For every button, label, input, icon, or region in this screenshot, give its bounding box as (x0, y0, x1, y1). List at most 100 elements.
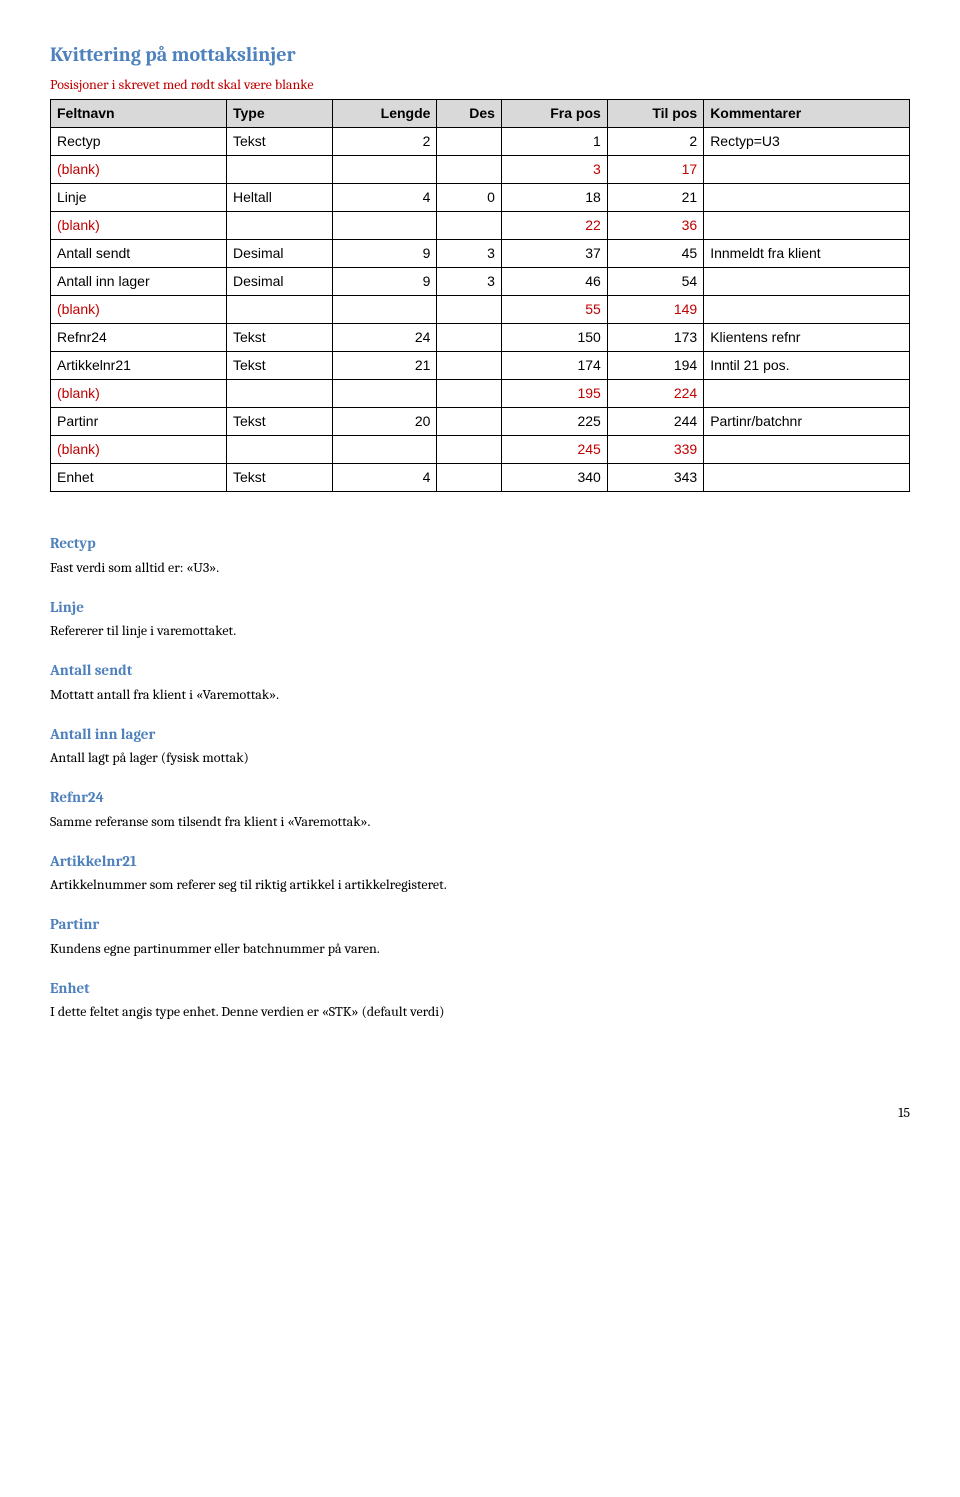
table-cell (437, 380, 501, 408)
table-row: PartinrTekst20 225244Partinr/batchnr (51, 408, 910, 436)
table-cell: 21 (332, 352, 437, 380)
field-description: Samme referanse som tilsendt fra klient … (50, 811, 910, 832)
table-cell: Innmeldt fra klient (704, 240, 910, 268)
table-cell (332, 436, 437, 464)
table-cell (437, 212, 501, 240)
table-cell: 1 (501, 128, 607, 156)
table-cell: 244 (607, 408, 703, 436)
table-cell (704, 212, 910, 240)
table-cell: 9 (332, 268, 437, 296)
table-cell: Partinr (51, 408, 227, 436)
table-cell: 45 (607, 240, 703, 268)
table-cell: 21 (607, 184, 703, 212)
table-cell: (blank) (51, 156, 227, 184)
table-cell: 224 (607, 380, 703, 408)
table-cell (437, 296, 501, 324)
col-feltnavn: Feltnavn (51, 100, 227, 128)
table-cell: 0 (437, 184, 501, 212)
table-cell: 37 (501, 240, 607, 268)
field-heading: Refnr24 (50, 786, 910, 809)
table-cell: Desimal (226, 240, 332, 268)
table-cell: 20 (332, 408, 437, 436)
field-heading: Antall inn lager (50, 723, 910, 746)
table-cell: 245 (501, 436, 607, 464)
table-cell: 195 (501, 380, 607, 408)
col-lengde: Lengde (332, 100, 437, 128)
table-cell (704, 436, 910, 464)
table-cell: 3 (437, 240, 501, 268)
table-cell: 343 (607, 464, 703, 492)
table-cell: Tekst (226, 324, 332, 352)
table-cell (704, 184, 910, 212)
table-cell (332, 156, 437, 184)
page-title: Kvittering på mottakslinjer (50, 40, 910, 70)
table-cell: Refnr24 (51, 324, 227, 352)
table-cell: 55 (501, 296, 607, 324)
col-frapos: Fra pos (501, 100, 607, 128)
table-cell: 24 (332, 324, 437, 352)
table-row: LinjeHeltall401821 (51, 184, 910, 212)
table-row: Artikkelnr21Tekst21174194Inntil 21 pos. (51, 352, 910, 380)
table-cell: Tekst (226, 464, 332, 492)
table-cell (226, 380, 332, 408)
table-cell: (blank) (51, 212, 227, 240)
table-cell: 2 (332, 128, 437, 156)
table-header-row: Feltnavn Type Lengde Des Fra pos Til pos… (51, 100, 910, 128)
table-cell (437, 156, 501, 184)
table-cell (226, 436, 332, 464)
table-cell: Linje (51, 184, 227, 212)
table-cell: Tekst (226, 408, 332, 436)
field-heading: Artikkelnr21 (50, 850, 910, 873)
table-cell: 2 (607, 128, 703, 156)
table-cell: 339 (607, 436, 703, 464)
field-description: I dette feltet angis type enhet. Denne v… (50, 1001, 910, 1022)
col-type: Type (226, 100, 332, 128)
table-row: EnhetTekst4340343 (51, 464, 910, 492)
table-cell: 174 (501, 352, 607, 380)
table-cell (332, 212, 437, 240)
table-cell (226, 296, 332, 324)
field-description: Artikkelnummer som referer seg til rikti… (50, 874, 910, 895)
table-cell: Partinr/batchnr (704, 408, 910, 436)
table-cell: Tekst (226, 128, 332, 156)
col-des: Des (437, 100, 501, 128)
table-cell (704, 296, 910, 324)
table-row: (blank)317 (51, 156, 910, 184)
table-cell (437, 324, 501, 352)
table-row: Antall sendtDesimal933745Innmeldt fra kl… (51, 240, 910, 268)
field-heading: Rectyp (50, 532, 910, 555)
field-heading: Enhet (50, 977, 910, 1000)
table-cell (437, 408, 501, 436)
table-cell: 54 (607, 268, 703, 296)
table-cell (226, 156, 332, 184)
table-cell: Rectyp (51, 128, 227, 156)
table-cell: 9 (332, 240, 437, 268)
table-cell: 225 (501, 408, 607, 436)
table-cell: 194 (607, 352, 703, 380)
subtitle: Posisjoner i skrevet med rødt skal være … (50, 74, 910, 95)
col-tilpos: Til pos (607, 100, 703, 128)
table-row: (blank)55149 (51, 296, 910, 324)
table-cell (704, 464, 910, 492)
table-cell (704, 268, 910, 296)
table-cell: Rectyp=U3 (704, 128, 910, 156)
table-cell: 4 (332, 184, 437, 212)
table-cell: (blank) (51, 436, 227, 464)
table-cell (437, 436, 501, 464)
table-cell (226, 212, 332, 240)
table-cell: (blank) (51, 380, 227, 408)
field-description: Kundens egne partinummer eller batchnumm… (50, 938, 910, 959)
field-heading: Linje (50, 596, 910, 619)
table-cell: 22 (501, 212, 607, 240)
table-cell: 173 (607, 324, 703, 352)
table-cell (437, 464, 501, 492)
spec-table: Feltnavn Type Lengde Des Fra pos Til pos… (50, 99, 910, 492)
table-cell: (blank) (51, 296, 227, 324)
table-cell: 3 (437, 268, 501, 296)
table-cell (332, 380, 437, 408)
table-cell (332, 296, 437, 324)
table-row: (blank)2236 (51, 212, 910, 240)
table-cell (704, 380, 910, 408)
table-cell: Klientens refnr (704, 324, 910, 352)
page-number: 15 (50, 1102, 910, 1123)
